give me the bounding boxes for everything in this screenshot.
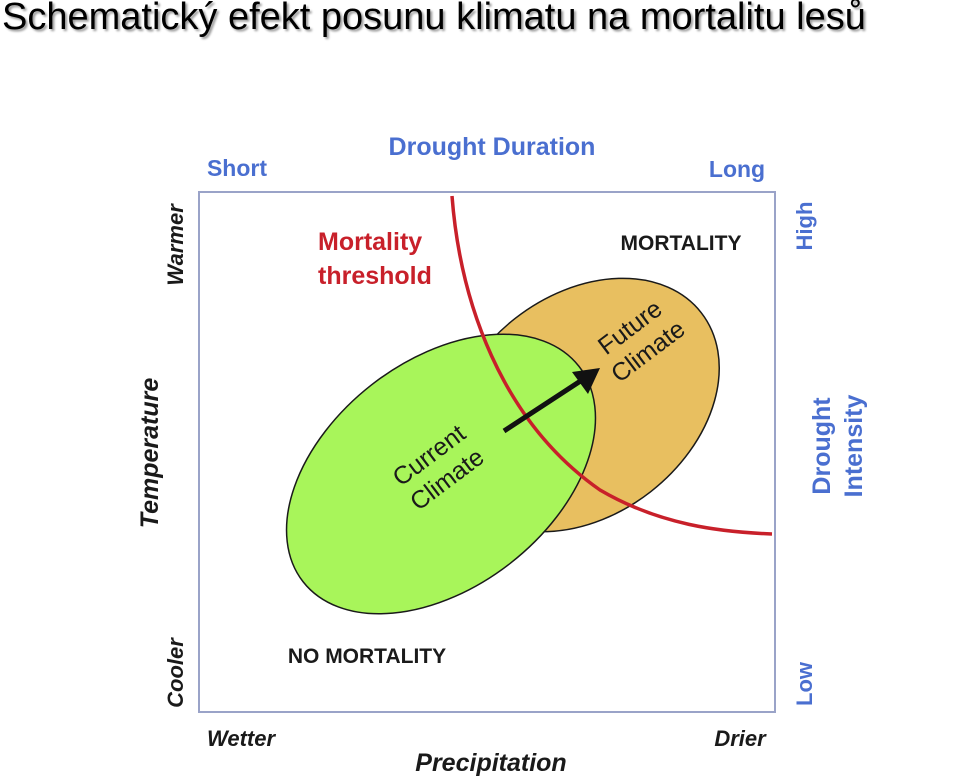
left-axis-cooler-label: Cooler: [163, 637, 188, 708]
mortality-region-label: MORTALITY: [621, 232, 742, 255]
mortality-threshold-curve: [450, 195, 773, 536]
top-axis-title: Drought Duration: [389, 133, 596, 161]
slide-title: Schematický efekt posunu klimatu na mort…: [2, 0, 866, 38]
left-axis-warmer-label: Warmer: [163, 203, 188, 286]
bottom-axis-wetter-label: Wetter: [207, 726, 276, 751]
right-axis-title-line1: Drought: [808, 397, 836, 495]
threshold-label-line1: Mortality: [318, 228, 422, 256]
bottom-axis-title: Precipitation: [415, 749, 566, 777]
threshold-label-line2: threshold: [318, 262, 432, 290]
climate-shift-arrowhead: [572, 368, 600, 394]
climate-shift-arrow: [502, 377, 584, 434]
right-axis-title-line2: Intensity: [840, 395, 868, 498]
top-axis-short-label: Short: [207, 155, 267, 181]
no-mortality-region-label: NO MORTALITY: [288, 645, 446, 668]
right-axis-low-label: Low: [792, 661, 817, 706]
right-axis-high-label: High: [792, 202, 817, 251]
bottom-axis-drier-label: Drier: [714, 726, 767, 751]
top-axis-long-label: Long: [709, 156, 765, 182]
left-axis-title: Temperature: [136, 378, 164, 529]
